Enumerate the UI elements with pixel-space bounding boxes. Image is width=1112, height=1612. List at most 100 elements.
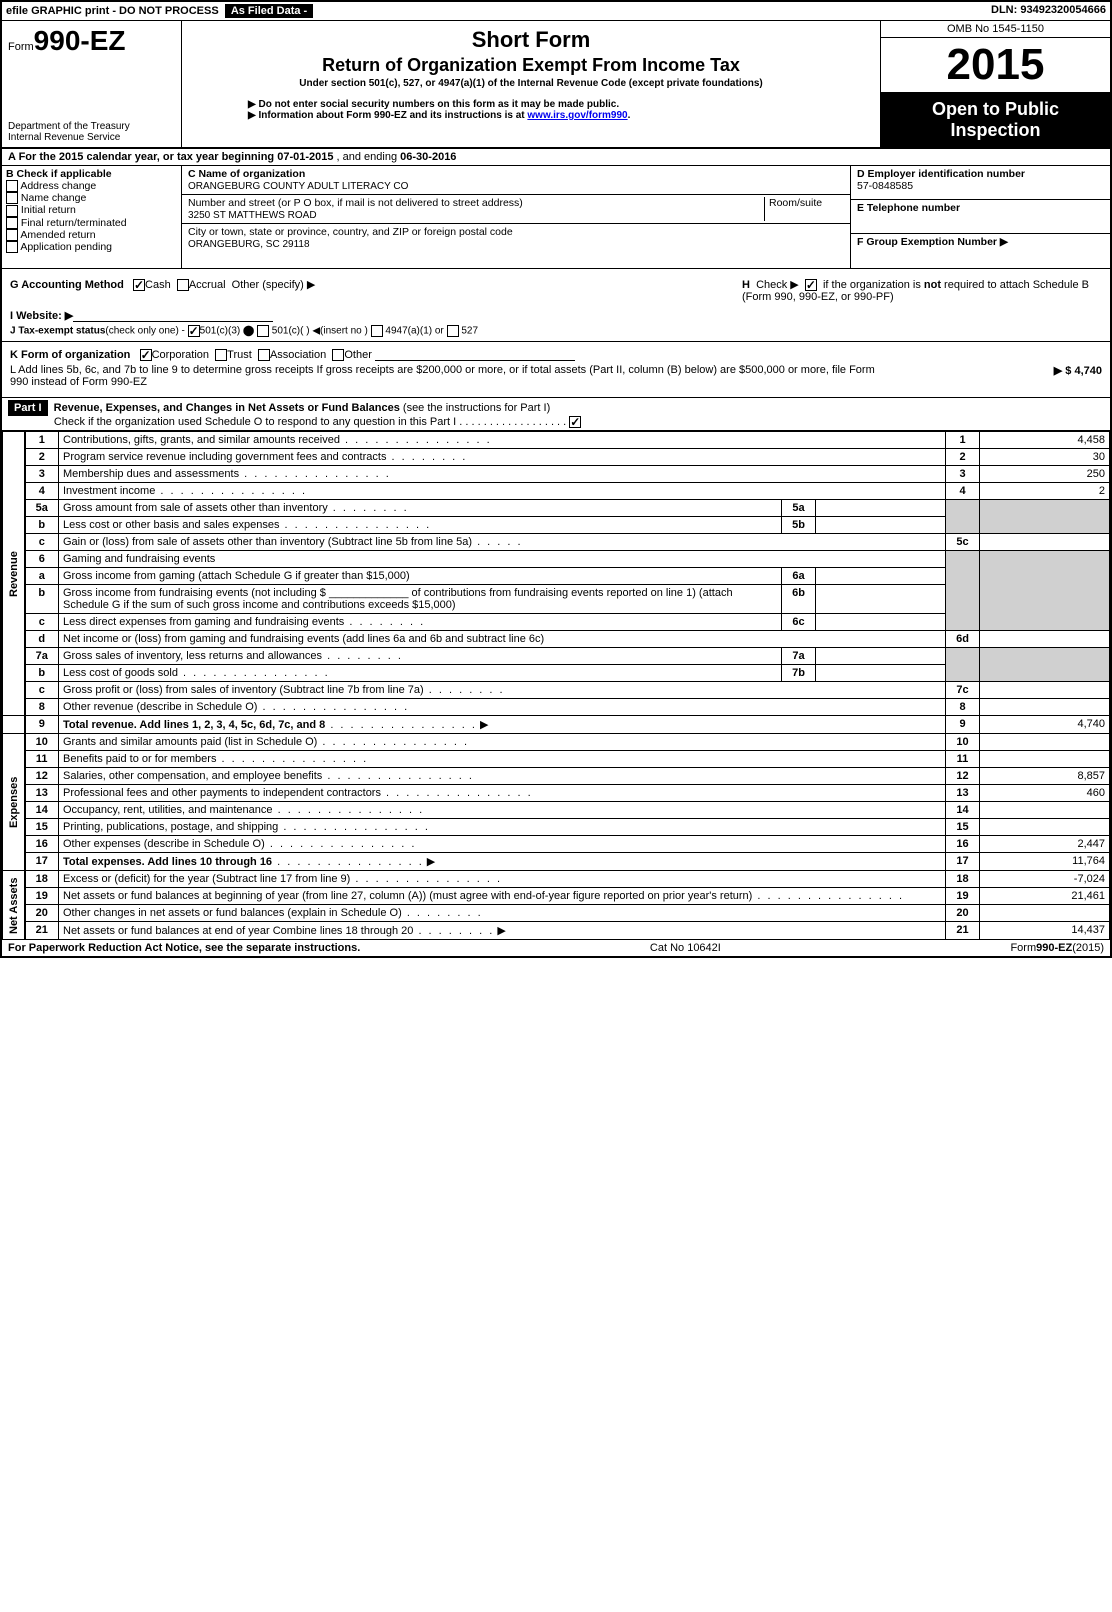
topbar-left: efile GRAPHIC print - DO NOT PROCESS As … bbox=[6, 4, 313, 18]
tax-year-end: 06-30-2016 bbox=[400, 151, 456, 163]
lbl-cash: Cash bbox=[145, 279, 171, 291]
lbl-other-specify: Other (specify) ▶ bbox=[232, 279, 316, 291]
line-9-desc: Total revenue. Add lines 1, 2, 3, 4, 5c,… bbox=[63, 719, 325, 731]
chk-cash[interactable] bbox=[133, 279, 145, 291]
inspect-line1: Open to Public bbox=[932, 99, 1059, 119]
chk-501c3[interactable] bbox=[188, 325, 200, 337]
chk-501c[interactable] bbox=[257, 325, 269, 337]
note-instructions: ▶ Information about Form 990-EZ and its … bbox=[248, 110, 874, 121]
line-15-val bbox=[980, 819, 1110, 836]
line-3-desc: Membership dues and assessments bbox=[63, 468, 239, 480]
line-17-desc: Total expenses. Add lines 10 through 16 bbox=[63, 856, 272, 868]
side-revenue: Revenue bbox=[3, 432, 25, 716]
chk-4947a1[interactable] bbox=[371, 325, 383, 337]
line-l: L Add lines 5b, 6c, and 7b to line 9 to … bbox=[10, 364, 1102, 388]
instructions-link[interactable]: www.irs.gov/form990 bbox=[527, 110, 627, 121]
sched-o-check-text: Check if the organization used Schedule … bbox=[54, 416, 569, 428]
header-left: Form990-EZ Department of the Treasury In… bbox=[2, 21, 182, 147]
chk-initial-return[interactable]: Initial return bbox=[6, 204, 177, 216]
line-5a-desc: Gross amount from sale of assets other t… bbox=[63, 502, 328, 514]
line-18-desc: Excess or (deficit) for the year (Subtra… bbox=[63, 873, 350, 885]
chk-trust[interactable] bbox=[215, 349, 227, 361]
line-l-amount: ▶ $ 4,740 bbox=[1054, 364, 1102, 388]
page-footer: For Paperwork Reduction Act Notice, see … bbox=[2, 940, 1110, 956]
as-filed-pill: As Filed Data - bbox=[225, 4, 313, 18]
chk-application-pending[interactable]: Application pending bbox=[6, 241, 177, 253]
part-i-badge: Part I bbox=[8, 400, 48, 416]
line-11-val bbox=[980, 751, 1110, 768]
line-7b-val bbox=[816, 665, 946, 682]
lbl-phone: E Telephone number bbox=[857, 202, 960, 214]
line-7a-desc: Gross sales of inventory, less returns a… bbox=[63, 650, 322, 662]
lbl-org-name: C Name of organization bbox=[188, 168, 305, 180]
note-ssn: ▶ Do not enter social security numbers o… bbox=[248, 99, 874, 110]
chk-sched-b-not-required[interactable] bbox=[805, 279, 817, 291]
chk-final-return[interactable]: Final return/terminated bbox=[6, 217, 177, 229]
chk-corporation[interactable] bbox=[140, 349, 152, 361]
line-i: I Website: ▶ bbox=[10, 309, 1102, 322]
line-9-val: 4,740 bbox=[980, 716, 1110, 734]
lbl-initial-return: Initial return bbox=[21, 204, 76, 216]
lbl-accounting-method: G Accounting Method bbox=[10, 279, 124, 291]
line-7a-val bbox=[816, 648, 946, 665]
line-7c-val bbox=[980, 682, 1110, 699]
line-8-val bbox=[980, 699, 1110, 716]
row-a-pre: A For the 2015 calendar year, or tax yea… bbox=[8, 151, 277, 163]
lbl-trust: Trust bbox=[227, 349, 252, 361]
lbl-accrual: Accrual bbox=[189, 279, 226, 291]
website-field[interactable] bbox=[73, 310, 273, 322]
lbl-501c3: 501(c)(3) bbox=[200, 326, 241, 337]
line-4-val: 2 bbox=[980, 483, 1110, 500]
line-6d-desc: Net income or (loss) from gaming and fun… bbox=[63, 633, 544, 645]
line-1-val: 4,458 bbox=[980, 432, 1110, 449]
lbl-4947a1: 4947(a)(1) or bbox=[385, 326, 443, 337]
box-e: E Telephone number bbox=[851, 200, 1110, 234]
chk-address-change[interactable]: Address change bbox=[6, 180, 177, 192]
efile-note: efile GRAPHIC print - DO NOT PROCESS bbox=[6, 5, 219, 17]
line-h: H Check ▶ if the organization is not req… bbox=[742, 278, 1102, 303]
lbl-group-exempt: F Group Exemption Number ▶ bbox=[857, 236, 1008, 248]
line-3-val: 250 bbox=[980, 466, 1110, 483]
part-i-hint: (see the instructions for Part I) bbox=[403, 402, 550, 414]
line-1-desc: Contributions, gifts, grants, and simila… bbox=[63, 434, 340, 446]
line-6b-desc: Gross income from fundraising events (no… bbox=[63, 587, 733, 611]
topbar: efile GRAPHIC print - DO NOT PROCESS As … bbox=[2, 2, 1110, 21]
lbl-name-change: Name change bbox=[21, 192, 86, 204]
city: ORANGEBURG, SC 29118 bbox=[188, 239, 310, 250]
line-16-val: 2,447 bbox=[980, 836, 1110, 853]
note2-prefix: ▶ Information about Form 990-EZ and its … bbox=[248, 110, 527, 121]
inspect-line2: Inspection bbox=[950, 120, 1040, 140]
line-j: J Tax-exempt status(check only one) - 50… bbox=[10, 325, 1102, 337]
chk-name-change[interactable]: Name change bbox=[6, 192, 177, 204]
line-21-val: 14,437 bbox=[980, 922, 1110, 940]
line-10-val bbox=[980, 734, 1110, 751]
header: Form990-EZ Department of the Treasury In… bbox=[2, 21, 1110, 149]
line-14-val bbox=[980, 802, 1110, 819]
chk-sched-o[interactable] bbox=[569, 416, 581, 428]
line-20-val bbox=[980, 905, 1110, 922]
chk-accrual[interactable] bbox=[177, 279, 189, 291]
other-org-field[interactable] bbox=[375, 349, 575, 361]
header-right: OMB No 1545-1150 2015 Open to Public Ins… bbox=[880, 21, 1110, 147]
chk-527[interactable] bbox=[447, 325, 459, 337]
side-expenses: Expenses bbox=[3, 734, 25, 871]
chk-association[interactable] bbox=[258, 349, 270, 361]
line-14-desc: Occupancy, rent, utilities, and maintena… bbox=[63, 804, 273, 816]
cell-city: City or town, state or province, country… bbox=[182, 224, 850, 252]
line-6a-val bbox=[816, 568, 946, 585]
street: 3250 ST MATTHEWS ROAD bbox=[188, 210, 317, 221]
chk-other-org[interactable] bbox=[332, 349, 344, 361]
line-10-desc: Grants and similar amounts paid (list in… bbox=[63, 736, 317, 748]
chk-amended-return[interactable]: Amended return bbox=[6, 229, 177, 241]
title: Return of Organization Exempt From Incom… bbox=[188, 55, 874, 76]
cell-org-name: C Name of organization ORANGEBURG COUNTY… bbox=[182, 166, 850, 195]
lbl-501c: 501(c)( ) ◀(insert no ) bbox=[272, 326, 368, 337]
line-8-desc: Other revenue (describe in Schedule O) bbox=[63, 701, 257, 713]
lbl-room-suite: Room/suite bbox=[764, 197, 844, 221]
box-b: B Check if applicable Address change Nam… bbox=[2, 166, 182, 268]
hint-tax-exempt: (check only one) - bbox=[105, 326, 184, 337]
line-7c-desc: Gross profit or (loss) from sales of inv… bbox=[63, 684, 424, 696]
line-12-val: 8,857 bbox=[980, 768, 1110, 785]
line-20-desc: Other changes in net assets or fund bala… bbox=[63, 907, 402, 919]
footer-mid: Cat No 10642I bbox=[650, 942, 721, 954]
